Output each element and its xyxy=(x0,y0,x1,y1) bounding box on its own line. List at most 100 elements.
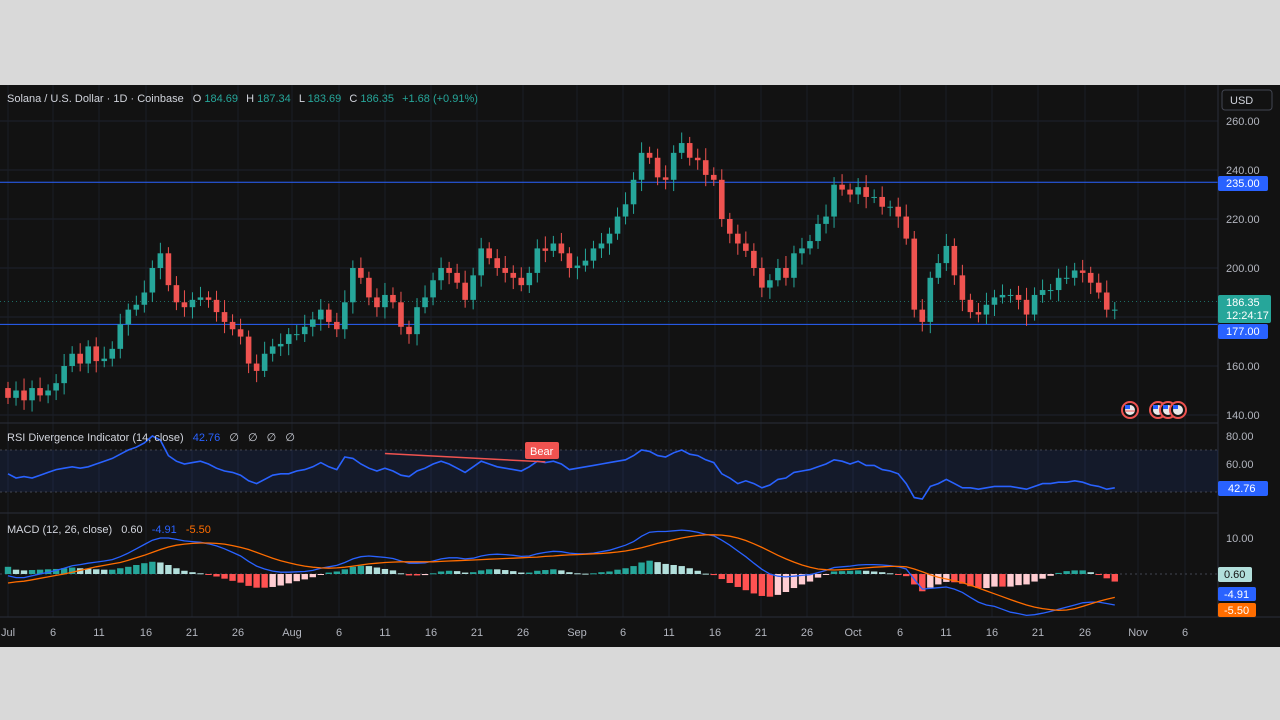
level-high-badge xyxy=(1218,176,1268,191)
currency-label: USD xyxy=(1230,95,1253,107)
us-flag-icon[interactable] xyxy=(1121,401,1139,419)
macd-histogram-bar xyxy=(389,570,397,574)
macd-tick-label: 10.00 xyxy=(1226,533,1254,545)
macd-histogram-bar xyxy=(277,574,284,586)
macd-histogram-bar xyxy=(975,574,982,589)
macd-histogram-bar xyxy=(654,562,661,574)
macd-histogram-bar xyxy=(133,565,140,574)
candle-body xyxy=(1055,277,1062,291)
trading-chart[interactable]: 260.00240.00220.00200.00180.00160.00140.… xyxy=(0,85,1280,647)
candle-body xyxy=(285,334,292,344)
rsi-panel[interactable] xyxy=(0,435,1218,500)
macd-histogram-bar xyxy=(878,572,886,574)
candle-body xyxy=(37,388,43,396)
candle-body xyxy=(45,390,51,396)
macd-histogram-bar xyxy=(734,574,742,587)
time-tick-label: 21 xyxy=(471,627,483,639)
rsi-extra-4: ∅ xyxy=(285,432,295,444)
macd-histogram-bar xyxy=(20,570,28,574)
macd-histogram-bar xyxy=(983,574,990,589)
candle-body xyxy=(879,196,885,207)
macd-histogram-bar xyxy=(702,573,709,575)
macd-histogram-bar xyxy=(574,573,581,575)
candle-body xyxy=(694,157,701,161)
bear-divergence-label[interactable]: Bear xyxy=(525,442,559,459)
event-flags[interactable] xyxy=(1121,401,1187,419)
macd-histogram-bar xyxy=(325,572,332,574)
macd-histogram-bar xyxy=(165,565,172,574)
macd-histogram-bar xyxy=(854,570,862,574)
rsi-legend[interactable]: RSI Divergence Indicator (14, close) 42.… xyxy=(7,432,295,444)
candle-body xyxy=(598,243,605,249)
candle-body xyxy=(382,294,388,308)
macd-histogram-bar xyxy=(189,572,196,574)
macd-histogram-bar xyxy=(502,570,509,574)
candle-body xyxy=(967,299,974,313)
macd-histogram-bar xyxy=(205,574,212,575)
candle-body xyxy=(630,179,637,205)
macd-histogram-bar xyxy=(421,574,429,576)
candle-body xyxy=(574,265,581,268)
macd-panel[interactable] xyxy=(0,529,1218,617)
candle-body xyxy=(221,312,228,322)
macd-histogram-bar xyxy=(405,574,413,576)
candle-body xyxy=(53,383,59,391)
macd-histogram-bar xyxy=(758,574,766,596)
candle-body xyxy=(342,302,348,330)
candle-body xyxy=(486,248,492,259)
time-tick-label: 6 xyxy=(1182,627,1188,639)
candle-body xyxy=(157,253,164,268)
candle-body xyxy=(446,268,452,273)
candle-body xyxy=(181,302,188,308)
time-tick-label: 16 xyxy=(425,627,437,639)
candle-body xyxy=(791,253,797,278)
macd-histogram-bar xyxy=(766,574,774,597)
candle-body xyxy=(253,363,260,371)
candle-body xyxy=(173,285,180,303)
macd-histogram-bar xyxy=(887,573,894,575)
candle-body xyxy=(670,152,677,180)
macd-histogram-bar xyxy=(1095,574,1102,575)
chart-legend[interactable]: Solana / U.S. Dollar · 1D · Coinbase O 1… xyxy=(7,93,478,105)
macd-histogram-bar xyxy=(261,574,268,588)
candle-body xyxy=(839,184,845,190)
candle-body xyxy=(269,346,276,354)
macd-histogram-bar xyxy=(1087,572,1094,574)
candle-body xyxy=(293,334,300,336)
time-tick-label: 21 xyxy=(186,627,198,639)
macd-histogram-bar xyxy=(1103,574,1110,579)
candle-body xyxy=(751,250,757,268)
candle-body xyxy=(935,263,942,278)
time-tick-label: 11 xyxy=(940,627,951,639)
macd-histogram-bar xyxy=(1015,574,1022,586)
price-panel[interactable] xyxy=(0,132,1218,412)
macd-histogram-bar xyxy=(638,562,645,574)
macd-histogram-bar xyxy=(558,570,565,574)
candle-body xyxy=(518,277,525,286)
price-tick-label: 240.00 xyxy=(1226,165,1260,177)
candle-body xyxy=(21,390,27,401)
price-tick-label: 260.00 xyxy=(1226,116,1260,128)
macd-histogram-bar xyxy=(846,570,854,574)
currency-button[interactable] xyxy=(1221,89,1273,111)
candle-body xyxy=(775,268,781,281)
time-tick-label: 11 xyxy=(93,627,104,639)
candle-body xyxy=(149,268,156,293)
macd-histogram-bar xyxy=(141,563,148,574)
macd-histogram-bar xyxy=(181,570,188,574)
macd-histogram-bar xyxy=(670,565,677,574)
candle-body xyxy=(197,297,204,300)
us-flag-icon[interactable] xyxy=(1169,401,1187,419)
candle-body xyxy=(943,245,950,264)
macd-histogram-bar xyxy=(1047,574,1054,576)
candle-body xyxy=(678,143,685,153)
time-tick-label: 16 xyxy=(986,627,998,639)
rsi-band xyxy=(0,450,1218,492)
macd-histogram-bar xyxy=(590,573,597,575)
macd-legend[interactable]: MACD (12, 26, close) 0.60 -4.91 -5.50 xyxy=(7,524,211,536)
macd-histogram-bar xyxy=(309,574,316,578)
price-tick-label: 160.00 xyxy=(1226,361,1260,373)
macd-histogram-bar xyxy=(1111,574,1118,582)
macd-histogram-bar xyxy=(959,574,966,584)
candle-body xyxy=(799,248,805,254)
